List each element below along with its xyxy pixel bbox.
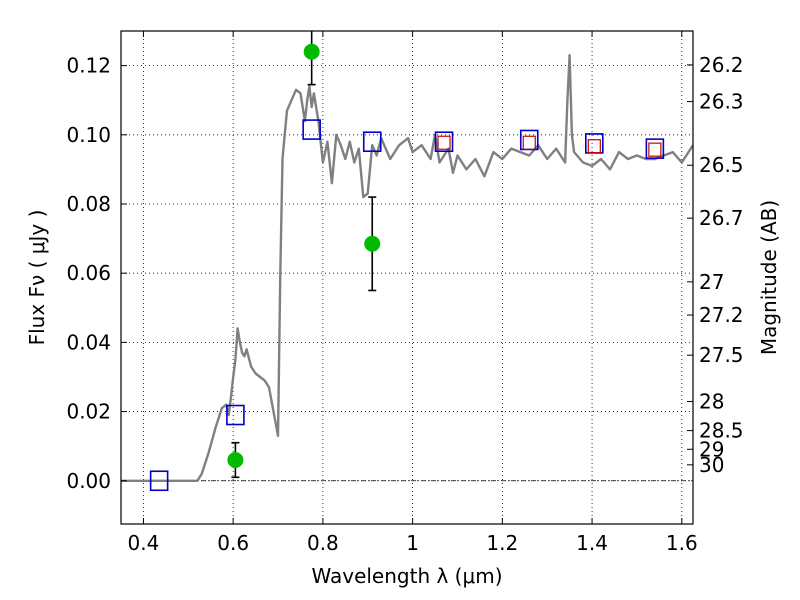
y2-tick-label: 27.5 [699,343,744,367]
y-tick-label: 0.10 [66,123,111,147]
y2-tick-label: 26.5 [699,153,744,177]
model-photometry-small-square [522,135,536,150]
x-tick-label: 0.8 [307,531,339,555]
y-tick-label: 0.06 [66,261,111,285]
y2-tick-label: 26.2 [699,53,744,77]
x-tick-label: 1 [406,531,419,555]
x-tick-label: 1.2 [486,531,518,555]
y2-tick-label: 30 [699,453,724,477]
model-photometry-small-square [437,135,451,150]
observed-data-point [303,43,320,60]
observed-data-point [364,235,381,252]
model-photometry-square [302,119,321,140]
x-tick-label: 0.6 [217,531,249,555]
x-tick-label: 1.6 [666,531,698,555]
y-tick-label: 0.04 [66,330,111,354]
model-photometry-small-square [648,142,662,157]
model-photometry-square [645,138,665,159]
y-axis-title: Flux Fν ( μJy ) [25,210,49,346]
y2-tick-label: 26.3 [699,90,744,114]
model-photometry-small-square [587,139,601,154]
observed-data-point [227,451,244,468]
model-photometry-square [362,131,382,153]
y2-tick-label: 28 [699,390,724,414]
plot-frame [120,30,694,525]
y2-tick-label: 27.2 [699,303,744,327]
axis-ticks: 0.4 0.6 0.8 1 1.2 1.4 1.6 0.00 0.02 0.04 0.06 0.08 0… [66,31,744,555]
y2-tick-label: 28.5 [699,419,744,443]
y2-tick-label: 29 [699,437,724,461]
grid-lines [121,31,693,524]
model-photometry-square [434,131,454,153]
plot-content [121,31,693,492]
x-tick-label: 0.4 [128,531,160,555]
x-tick-label: 1.4 [576,531,608,555]
x-axis-title: Wavelength λ (μm) [311,564,502,588]
y-tick-label: 0.12 [66,54,111,78]
y-tick-label: 0.02 [66,400,111,424]
y-tick-label: 0.00 [66,469,111,493]
model-photometry-square [149,470,169,492]
y2-axis-title: Magnitude (AB) [757,200,781,355]
model-photometry-square [226,404,245,426]
y2-tick-label: 26.7 [699,206,744,230]
y-tick-label: 0.08 [66,192,111,216]
model-spectrum-line [121,54,693,482]
y2-tick-label: 27 [699,270,724,294]
